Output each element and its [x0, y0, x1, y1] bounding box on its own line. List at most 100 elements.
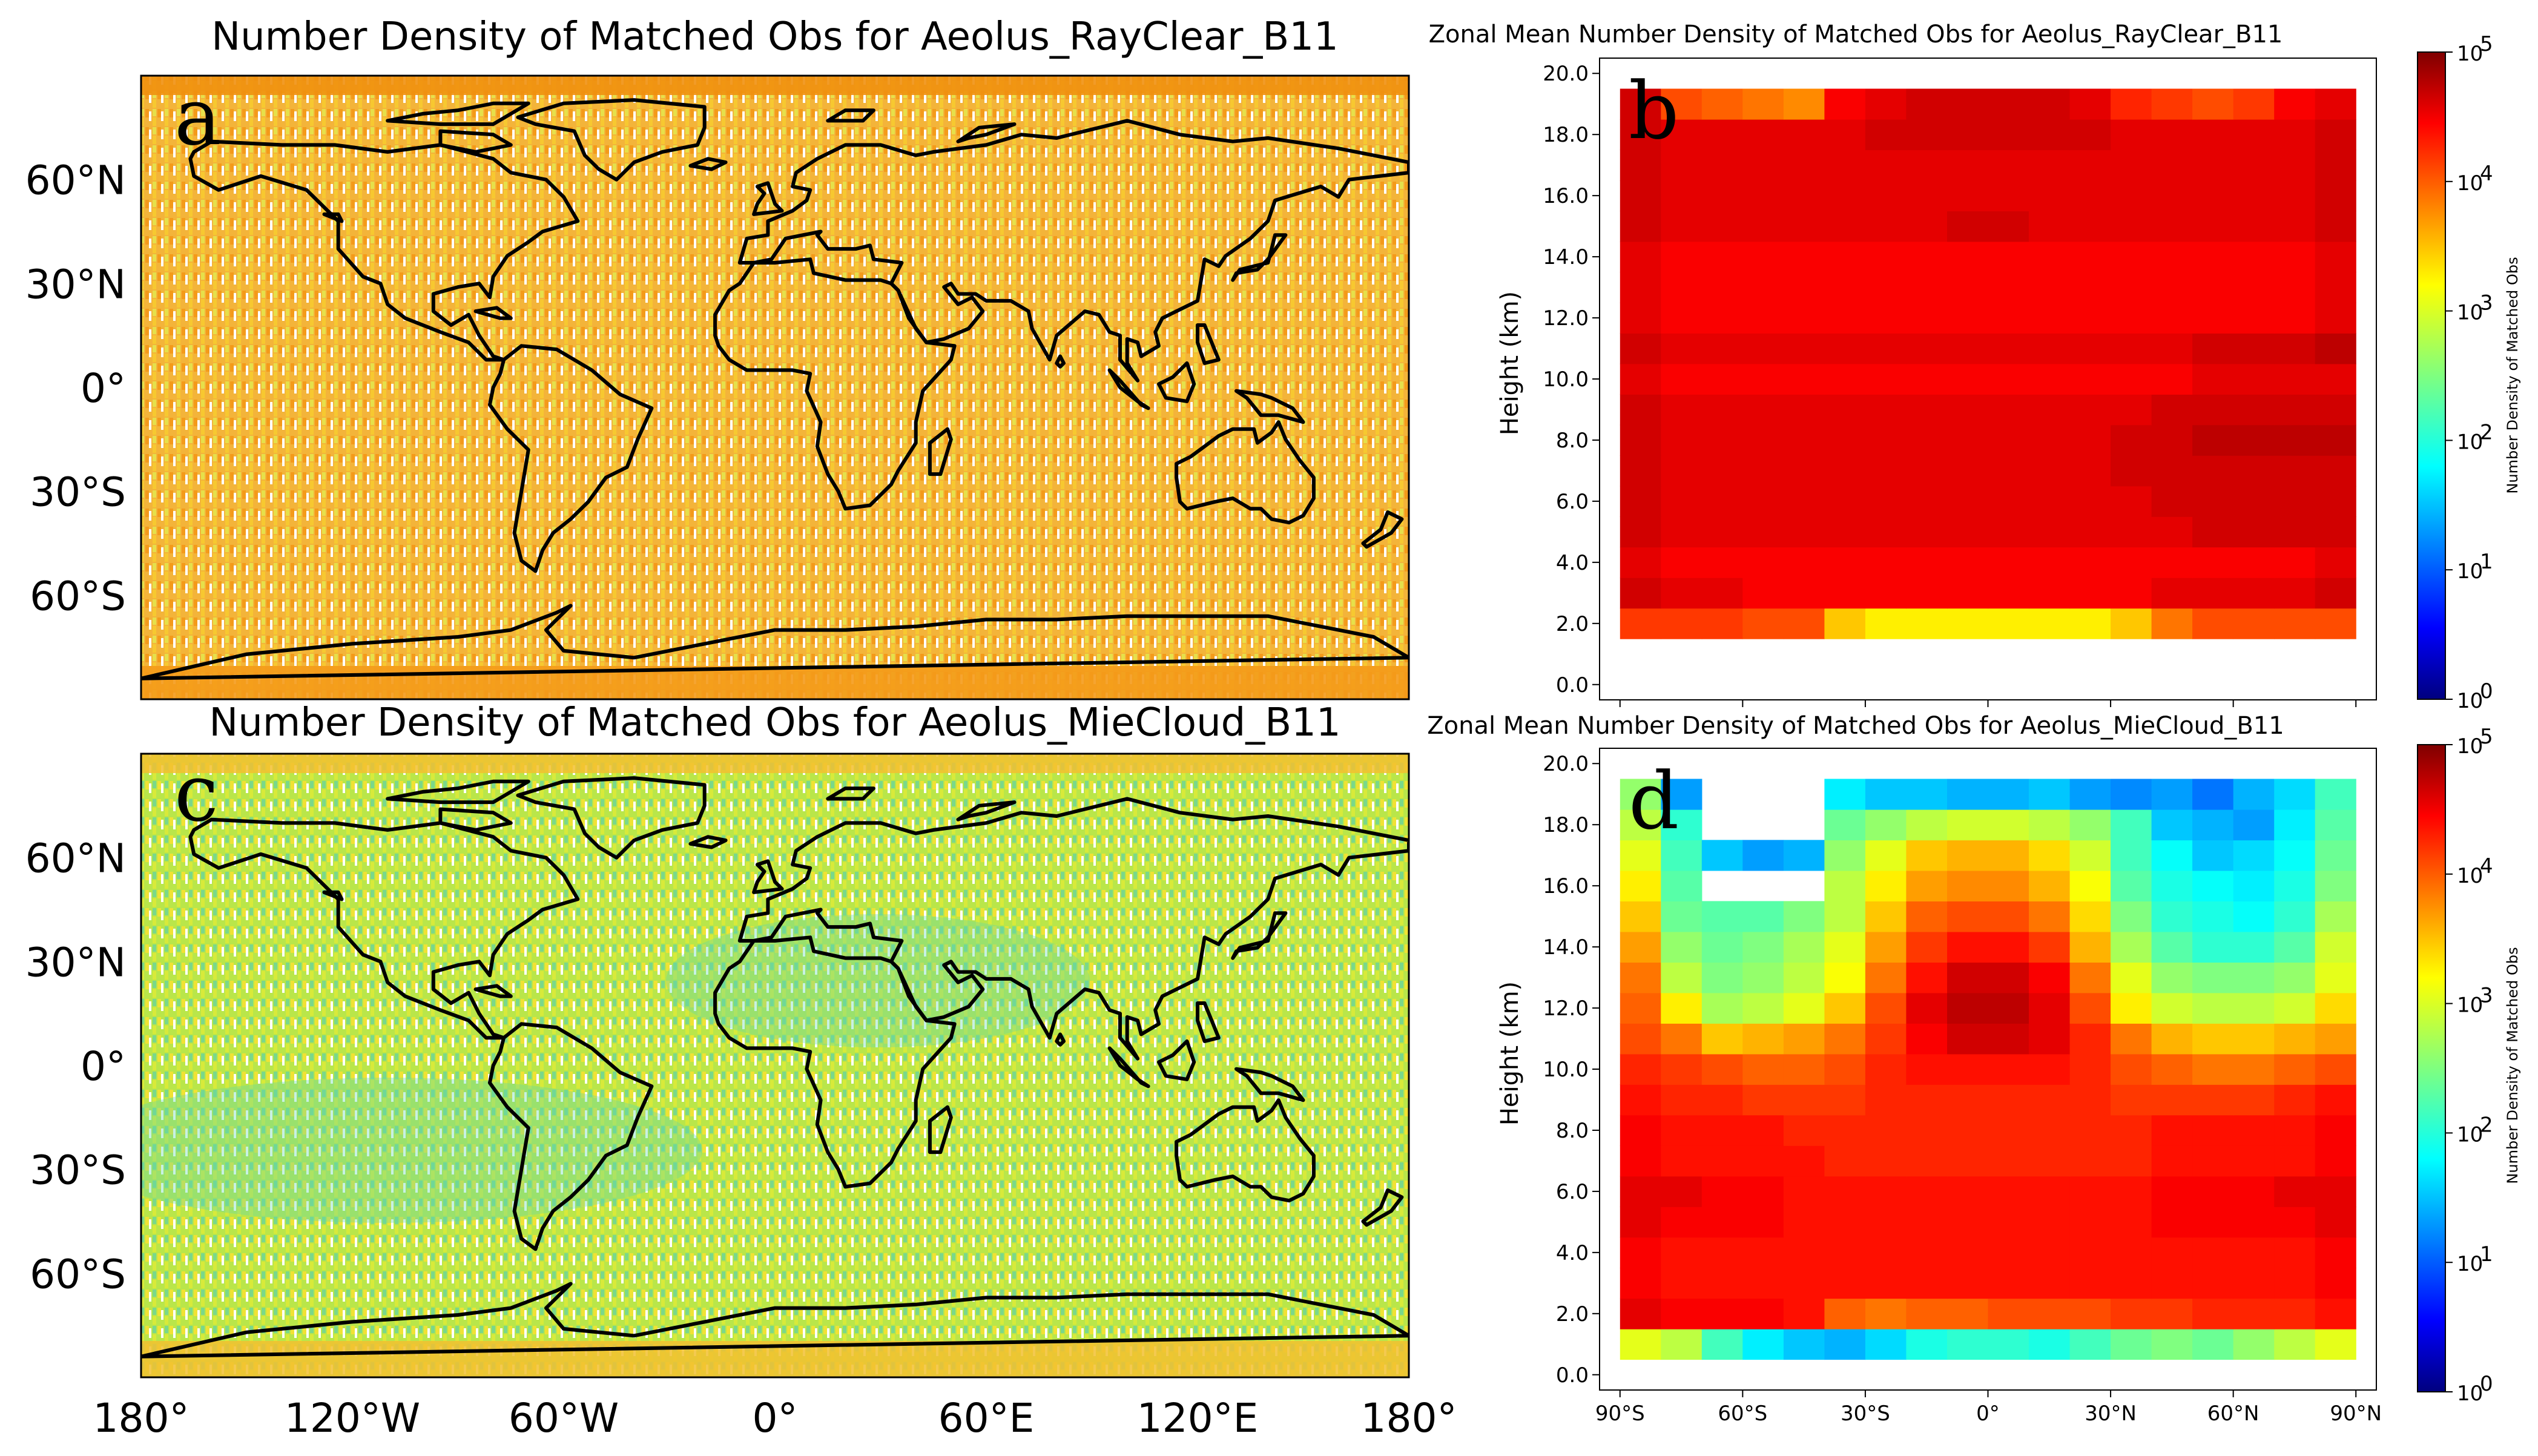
zonal-cell [1988, 578, 2029, 609]
zonal-cell [1742, 272, 1784, 303]
zonal-cell [1661, 1115, 1702, 1146]
zonal-cell [2029, 870, 2071, 901]
zonal-cell [1947, 608, 1989, 639]
zonal-cell [2274, 88, 2316, 120]
map-y-tick-label: 30°S [30, 469, 126, 516]
zonal-cell [2233, 1268, 2275, 1299]
zonal-cell [2111, 1207, 2152, 1238]
coastline [1234, 389, 1305, 424]
colorbar-tick-exponent: 2 [2480, 1113, 2493, 1137]
zonal-cell [1865, 1023, 1907, 1055]
coastline [438, 807, 513, 832]
zonal-cell [2029, 455, 2071, 487]
zonal-cell [1620, 578, 1661, 609]
zonal-cell [2151, 1053, 2193, 1085]
zonal-cell [1661, 840, 1702, 871]
zonal-cell [2029, 547, 2071, 578]
zonal-cell [2274, 578, 2316, 609]
panel-b-cells [1620, 88, 2356, 639]
zonal-cell [1824, 1268, 1866, 1299]
panel-a-north-band [141, 76, 1409, 95]
colorbar-tick-exponent: 1 [2480, 550, 2493, 574]
zonal-cell [2069, 1207, 2111, 1238]
zonal-cell [1620, 486, 1661, 517]
zonal-cell [1701, 992, 1743, 1024]
zonal-cell [1947, 578, 1989, 609]
zonal-cell [2069, 333, 2111, 364]
zonal-cell [2274, 1298, 2316, 1329]
zonal-cell [2069, 150, 2111, 181]
zonal-cell [2233, 119, 2275, 151]
zonal-cell [1661, 1176, 1702, 1207]
zonal-cell [1824, 578, 1866, 609]
zonal-cell [1988, 302, 2029, 334]
coastline [386, 101, 530, 127]
zonal-cell [2192, 1084, 2234, 1116]
y-tick-label: 16.0 [1543, 874, 1589, 898]
zonal-cell [2151, 1176, 2193, 1207]
zonal-cell [1988, 931, 2029, 963]
zonal-cell [2151, 779, 2193, 810]
zonal-cell [2069, 1237, 2111, 1268]
zonal-cell [2029, 1084, 2071, 1116]
zonal-cell [2069, 840, 2111, 871]
panel-d-y-ticks: 0.0 2.0 4.0 6.0 8.0 10.0 12.0 14.0 16.0 18.0 20.0 [1543, 752, 1600, 1388]
zonal-cell [1865, 211, 1907, 242]
zonal-cell [2111, 119, 2152, 151]
zonal-cell [1620, 608, 1661, 639]
zonal-cell [2315, 424, 2356, 456]
zonal-cell [1988, 241, 2029, 272]
map-y-tick-label: 60°N [25, 157, 126, 204]
zonal-cell [1661, 486, 1702, 517]
zonal-cell [1824, 1145, 1866, 1177]
zonal-cell [2151, 333, 2193, 364]
zonal-cell [2192, 333, 2234, 364]
coastline [752, 859, 784, 894]
zonal-cell [1988, 1023, 2029, 1055]
zonal-cell [2069, 241, 2111, 272]
y-tick-label: 2.0 [1556, 612, 1589, 636]
zonal-cell [1620, 931, 1661, 963]
zonal-cell [2192, 302, 2234, 334]
zonal-cell [1661, 424, 1702, 456]
zonal-cell [2069, 547, 2111, 578]
zonal-cell [2274, 516, 2316, 548]
zonal-cell [1865, 578, 1907, 609]
zonal-cell [1906, 1237, 1948, 1268]
zonal-cell [2029, 992, 2071, 1024]
zonal-cell [2029, 486, 2071, 517]
zonal-cell [2111, 1298, 2152, 1329]
zonal-cell [2233, 608, 2275, 639]
zonal-cell [2151, 962, 2193, 993]
zonal-cell [2151, 424, 2193, 456]
zonal-cell [2315, 608, 2356, 639]
zonal-cell [1783, 394, 1825, 426]
zonal-cell [1742, 992, 1784, 1024]
zonal-cell [1865, 363, 1907, 395]
zonal-cell [1906, 1207, 1948, 1238]
zonal-cell [2151, 1207, 2193, 1238]
zonal-cell [1947, 363, 1989, 395]
x-tick-label: 60°N [2207, 1402, 2259, 1426]
zonal-cell [1661, 302, 1702, 334]
zonal-cell [1824, 992, 1866, 1024]
zonal-cell [2233, 150, 2275, 181]
zonal-cell [2069, 870, 2111, 901]
zonal-cell [1947, 516, 1989, 548]
colorbar-tick-exponent: 5 [2480, 725, 2493, 749]
zonal-cell [1742, 1207, 1784, 1238]
coastline [1055, 354, 1066, 369]
zonal-cell [1620, 1176, 1661, 1207]
zonal-cell [1988, 1298, 2029, 1329]
colorbar-tick-exponent: 3 [2480, 291, 2493, 315]
zonal-cell [2274, 363, 2316, 395]
zonal-cell [2192, 1298, 2234, 1329]
zonal-cell [1947, 547, 1989, 578]
zonal-cell [1865, 302, 1907, 334]
zonal-cell [1865, 1237, 1907, 1268]
zonal-cell [1988, 962, 2029, 993]
zonal-cell [2069, 992, 2111, 1024]
panel-b-ylabel: Height (km) [1496, 291, 1524, 435]
zonal-cell [2233, 1237, 2275, 1268]
